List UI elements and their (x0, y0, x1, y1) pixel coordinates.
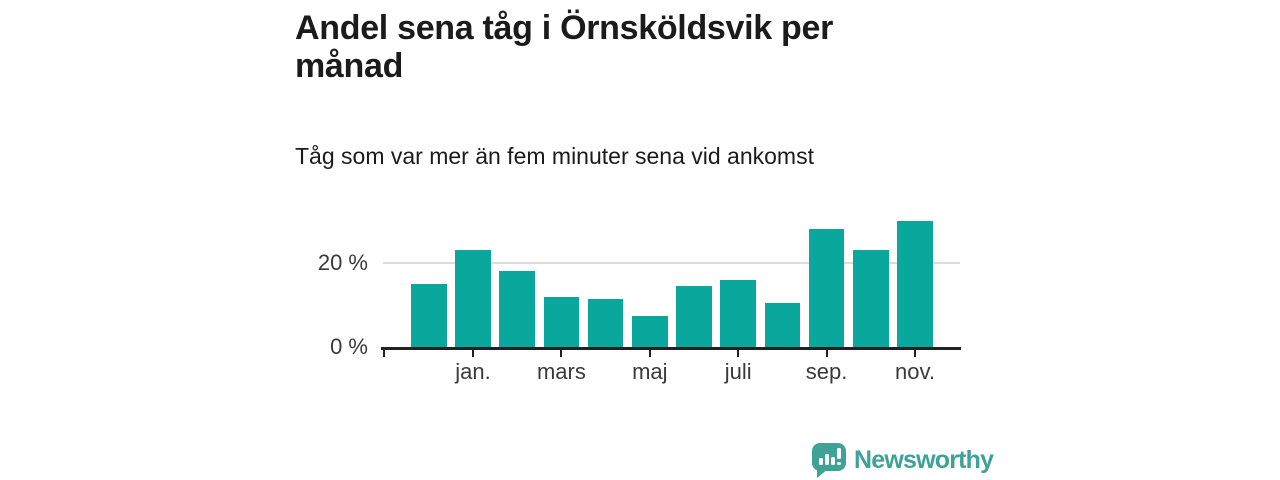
chart-subtitle: Tåg som var mer än fem minuter sena vid … (295, 143, 814, 169)
x-axis-label-maj: maj (632, 359, 668, 384)
bar-mars (543, 296, 580, 347)
bar-feb (499, 271, 535, 347)
bar-sep (808, 229, 845, 347)
mini-bar-icon (819, 458, 823, 465)
chart-title: Andel sena tåg i Örnsköldsvik per månad (295, 9, 834, 85)
exclamation-bar-icon (837, 448, 841, 459)
plot-area (383, 207, 960, 347)
bar-okt (853, 250, 889, 347)
x-axis-label-mars: mars (536, 359, 586, 384)
y-axis-label-20: 20 % (317, 250, 368, 275)
x-axis-ticks: jan. mars maj juli sep. nov. (382, 350, 960, 392)
y-axis-label-0: 0 % (330, 334, 368, 359)
x-axis-tick (472, 350, 474, 357)
newsworthy-logo: Newsworthy (812, 442, 994, 479)
x-axis-tick (648, 350, 651, 357)
x-axis-tick (560, 350, 563, 357)
mini-bar-icon (825, 454, 829, 465)
mini-bar-icon (831, 457, 835, 465)
x-axis-label-juli: juli (724, 359, 752, 384)
x-axis-tick (825, 350, 828, 357)
x-axis-label-nov: nov. (895, 359, 935, 384)
exclamation-dot-icon (837, 462, 841, 465)
bar-juli (720, 279, 756, 347)
bar-maj (632, 315, 668, 347)
x-axis-tick (914, 350, 916, 357)
x-axis-line (381, 347, 961, 350)
speech-bubble-tail (817, 469, 828, 478)
x-axis-tick (382, 350, 385, 357)
bar-juni (676, 286, 712, 347)
newsworthy-logo-text: Newsworthy (854, 446, 994, 474)
bar-aug (764, 302, 801, 347)
gridline-20pct (383, 262, 960, 264)
x-axis-label-sep: sep. (805, 359, 848, 384)
newsworthy-chart-bubble-icon (812, 442, 846, 479)
bar-dec (411, 284, 447, 347)
bar-jan (455, 250, 491, 347)
bar-apr (587, 298, 624, 347)
bar-nov (897, 221, 933, 347)
x-axis-label-jan: jan. (455, 359, 491, 384)
x-axis-tick (737, 350, 740, 357)
